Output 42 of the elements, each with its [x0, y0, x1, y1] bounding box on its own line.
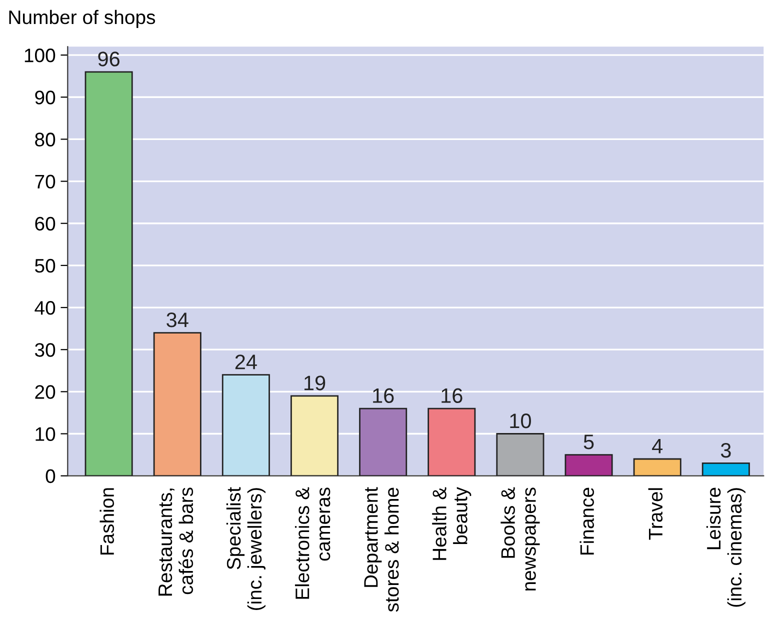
data-label: 16	[442, 388, 462, 403]
data-label: 4	[652, 438, 663, 454]
bar	[84, 71, 133, 476]
y-tick-label: 40	[34, 300, 56, 315]
y-tick-label: 20	[35, 385, 56, 399]
x-tick-label: Finance	[580, 488, 594, 555]
data-label: 19	[304, 376, 326, 390]
bar	[633, 458, 682, 476]
data-label: 34	[166, 312, 188, 328]
data-label: 10	[510, 413, 531, 428]
data-label: 24	[235, 354, 257, 370]
y-tick-label: 50	[35, 258, 56, 273]
y-tick-label: 100	[24, 48, 56, 62]
y-tick-label: 10	[36, 427, 56, 441]
x-tick-label: Travel	[648, 488, 663, 540]
y-tick-label: 60	[35, 216, 56, 231]
bar	[564, 454, 613, 476]
y-tick-label: 30	[34, 343, 56, 357]
data-label: 96	[98, 52, 120, 66]
y-tick-label: 80	[35, 132, 56, 146]
x-tick-label: Electronics & cameras	[294, 487, 330, 599]
bar	[359, 408, 408, 476]
x-tick-label: Fashion	[100, 488, 114, 555]
data-label: 3	[720, 442, 731, 458]
x-tick-label: Health & beauty	[432, 486, 472, 560]
y-axis-title: Number of shops	[9, 10, 156, 28]
bar	[496, 433, 544, 476]
x-tick-label: Leisure (inc. cinemas)	[706, 488, 746, 607]
data-label: 5	[584, 434, 594, 450]
y-tick-label: 70	[35, 174, 56, 189]
bar	[702, 462, 750, 476]
y-tick-label: 90	[35, 90, 56, 104]
x-tick-label: Restaurants, cafés & bars	[158, 488, 194, 596]
bar	[222, 374, 270, 476]
bar	[428, 408, 476, 476]
y-tick-label: 0	[46, 469, 56, 484]
x-tick-label: Specialist (inc. jewellers)	[226, 487, 266, 610]
x-tick-label: Department stores & home	[364, 487, 399, 612]
bar	[153, 332, 202, 476]
bar	[290, 395, 339, 476]
x-tick-label: Books & newspapers	[500, 487, 540, 590]
data-label: 16	[373, 388, 394, 403]
